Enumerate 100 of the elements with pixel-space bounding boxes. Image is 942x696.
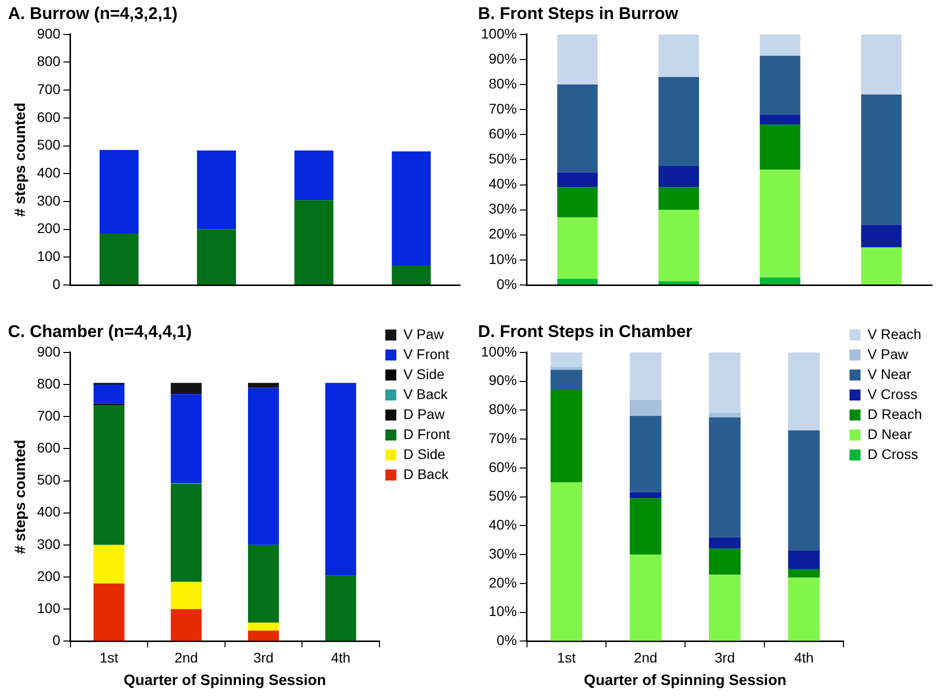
y-tick-label: 60%: [488, 126, 517, 142]
bar: [248, 622, 279, 631]
y-tick-label: 80%: [488, 401, 517, 418]
bar: [294, 150, 334, 200]
legend-label: D Reach: [868, 406, 922, 422]
bar: [94, 583, 124, 641]
y-tick-label: 90%: [488, 50, 517, 66]
y-tick-label: 40%: [488, 516, 517, 533]
legend-label: V Near: [868, 366, 912, 382]
bar: [658, 187, 700, 210]
y-tick-label: 600: [37, 108, 61, 125]
bar: [708, 548, 741, 575]
bar: [861, 34, 902, 95]
bar: [196, 229, 236, 284]
y-tick-label: 400: [37, 504, 61, 520]
y-tick-label: 200: [37, 220, 61, 236]
bar: [170, 582, 202, 610]
bar: [94, 405, 124, 545]
y-tick-label: 700: [37, 407, 61, 424]
bar: [550, 390, 582, 482]
legend-label: D Front: [403, 426, 450, 442]
y-tick-label: 100%: [480, 343, 517, 360]
bar: [325, 575, 356, 641]
y-tick-label: 50%: [488, 150, 517, 167]
bar: [170, 394, 202, 483]
y-tick-label: 100%: [480, 25, 517, 42]
legend-label: V Back: [403, 386, 449, 402]
x-tick-label: 4th: [794, 649, 814, 666]
y-tick-label: 700: [37, 80, 61, 97]
bar: [708, 352, 741, 414]
x-tick-label: 2nd: [634, 649, 658, 666]
bar: [392, 151, 431, 266]
y-tick-label: 70%: [488, 100, 517, 116]
bar: [861, 224, 902, 248]
bar: [630, 492, 662, 498]
bar: [100, 233, 139, 284]
legend-label: V Front: [403, 346, 450, 362]
bar: [861, 247, 902, 284]
bar: [248, 544, 279, 623]
bar: [557, 172, 598, 188]
bar: [760, 56, 800, 115]
bar: [760, 124, 800, 170]
bar: [550, 370, 582, 390]
y-tick-label: 100: [37, 248, 61, 264]
bar: [658, 166, 700, 188]
bar: [788, 578, 820, 641]
bar: [170, 609, 202, 641]
bar: [861, 94, 902, 225]
y-tick-label: 600: [37, 440, 61, 456]
y-tick-label: 800: [37, 53, 61, 70]
y-tick-label: 0: [52, 632, 61, 648]
bar: [557, 34, 598, 85]
chart-title: D. Front Steps in Chamber: [478, 322, 693, 341]
y-tick-label: 900: [37, 25, 61, 42]
bar: [557, 84, 598, 172]
y-tick-label: 40%: [488, 176, 517, 192]
chart-title: B. Front Steps in Burrow: [478, 4, 679, 23]
bar: [550, 352, 582, 367]
bar: [708, 417, 741, 538]
bar: [658, 281, 700, 284]
bar: [550, 482, 582, 641]
y-tick-label: 300: [37, 536, 61, 552]
bar: [557, 187, 598, 218]
bar: [196, 150, 236, 230]
x-axis-title: Quarter of Spinning Session: [124, 672, 326, 690]
x-tick-label: 3rd: [714, 649, 735, 666]
bar: [760, 170, 800, 278]
x-tick-label: 3rd: [253, 649, 274, 666]
bar: [630, 352, 662, 400]
y-tick-label: 70%: [488, 430, 517, 446]
legend-label: D Side: [403, 446, 446, 462]
bar: [248, 388, 279, 545]
bar: [760, 114, 800, 125]
legend-label: D Paw: [403, 406, 446, 422]
bar: [94, 544, 124, 584]
bar: [788, 550, 820, 569]
x-tick-label: 1st: [557, 649, 576, 666]
bar: [170, 484, 202, 582]
x-axis-title: Quarter of Spinning Session: [584, 672, 786, 690]
legend-label: D Cross: [868, 446, 918, 462]
y-tick-label: 80%: [488, 75, 517, 92]
y-tick-label: 10%: [488, 603, 517, 620]
bar: [100, 150, 139, 234]
bar: [708, 574, 741, 641]
bar: [630, 498, 662, 555]
y-tick-label: 20%: [488, 574, 517, 590]
y-axis-title: # steps counted: [12, 440, 30, 554]
bar: [557, 217, 598, 279]
y-tick-label: 0%: [496, 632, 517, 648]
y-tick-label: 20%: [488, 226, 517, 242]
bar: [170, 382, 202, 394]
legend-label: V Side: [403, 366, 445, 382]
bar: [708, 537, 741, 549]
legend-label: V Cross: [868, 386, 918, 402]
x-tick-label: 1st: [100, 649, 118, 666]
bar: [760, 34, 800, 56]
bar: [392, 266, 431, 284]
chart-title: A. Burrow (n=4,3,2,1): [8, 4, 178, 23]
legend-label: V Paw: [868, 346, 909, 362]
bar: [630, 416, 662, 492]
